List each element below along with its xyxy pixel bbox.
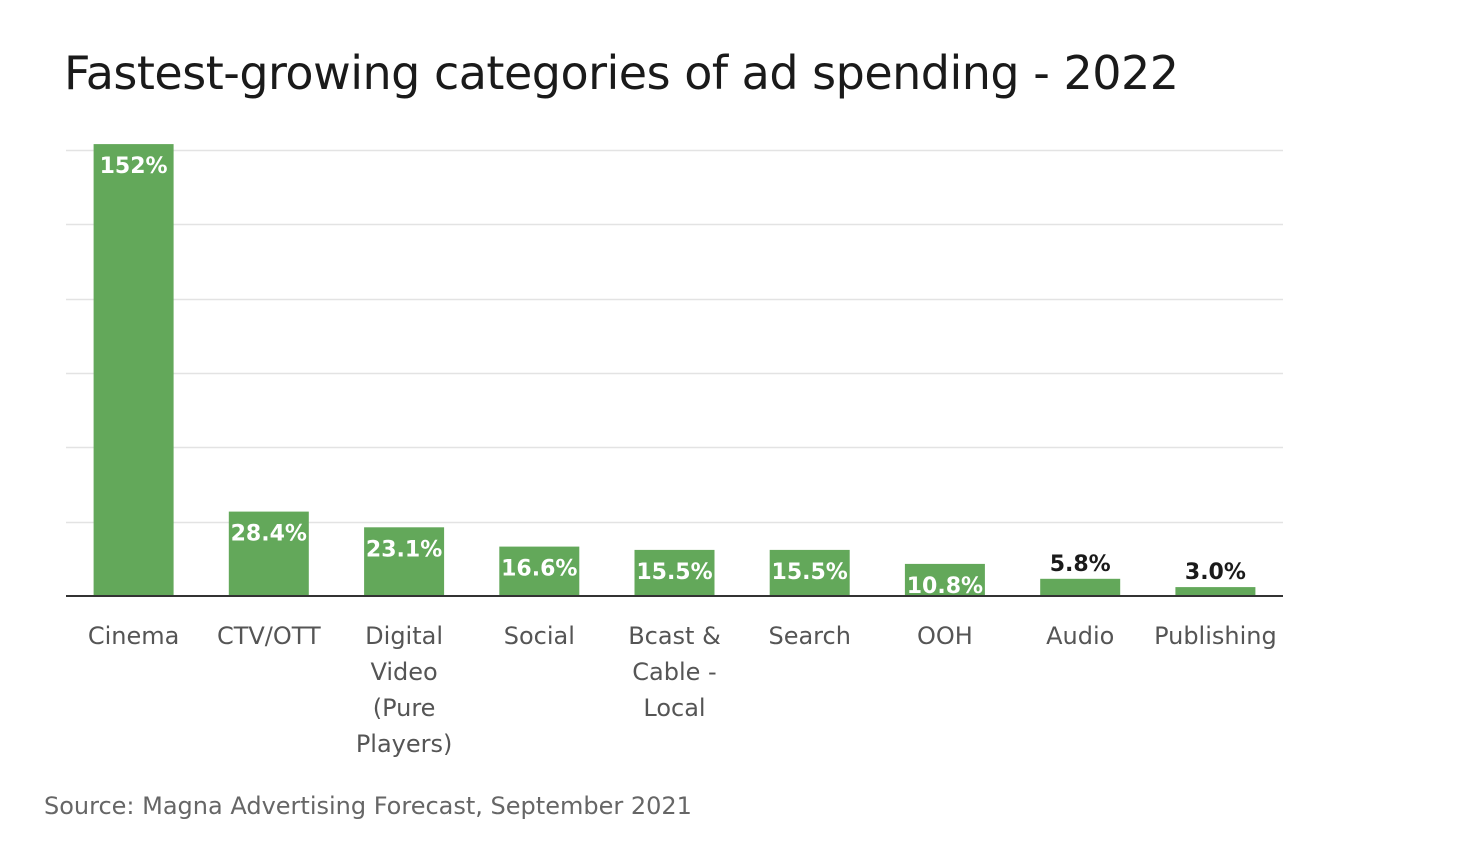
- value-label-7: 5.8%: [1050, 552, 1111, 577]
- chart-title: Fastest-growing categories of ad spendin…: [64, 46, 1179, 100]
- value-label-4: 15.5%: [636, 560, 712, 585]
- category-label-1: CTV/OTT: [217, 622, 321, 650]
- bar-3[interactable]: [499, 546, 580, 596]
- bars: [93, 144, 1256, 596]
- category-label-4: Bcast & Cable -Local: [628, 622, 721, 722]
- value-label-1: 28.4%: [231, 522, 307, 547]
- value-label-3: 16.6%: [501, 557, 577, 582]
- source-note: Source: Magna Advertising Forecast, Sept…: [44, 792, 692, 820]
- category-label-7: Audio: [1046, 622, 1114, 650]
- value-label-8: 3.0%: [1185, 560, 1246, 585]
- bar-6[interactable]: [904, 563, 985, 596]
- category-label-0: Cinema: [88, 622, 180, 650]
- value-label-0: 152%: [100, 154, 168, 179]
- bar-8[interactable]: [1175, 587, 1256, 596]
- bar-7[interactable]: [1040, 578, 1121, 596]
- category-label-5: Search: [768, 622, 850, 650]
- category-labels: Cinema CTV/OTT Digital Video (Pure Players) So…: [88, 622, 1277, 758]
- value-label-5: 15.5%: [772, 560, 848, 585]
- bar-5[interactable]: [769, 549, 850, 596]
- value-label-2: 23.1%: [366, 537, 442, 562]
- category-label-8: Publishing: [1154, 622, 1277, 650]
- category-label-6: OOH: [917, 622, 973, 650]
- value-labels: 152% 28.4% 23.1% 16.6% 15.5% 15.5% 10.8% 5.8% 3.…: [100, 154, 1246, 599]
- gridlines: [66, 149, 1283, 524]
- category-label-2: Digital Video (Pure Players): [356, 622, 453, 758]
- value-label-6: 10.8%: [907, 574, 983, 599]
- bar-2[interactable]: [364, 527, 445, 596]
- bar-4[interactable]: [634, 549, 715, 596]
- bar-0[interactable]: [93, 144, 174, 596]
- bar-1[interactable]: [228, 511, 309, 596]
- category-label-3: Social: [504, 622, 575, 650]
